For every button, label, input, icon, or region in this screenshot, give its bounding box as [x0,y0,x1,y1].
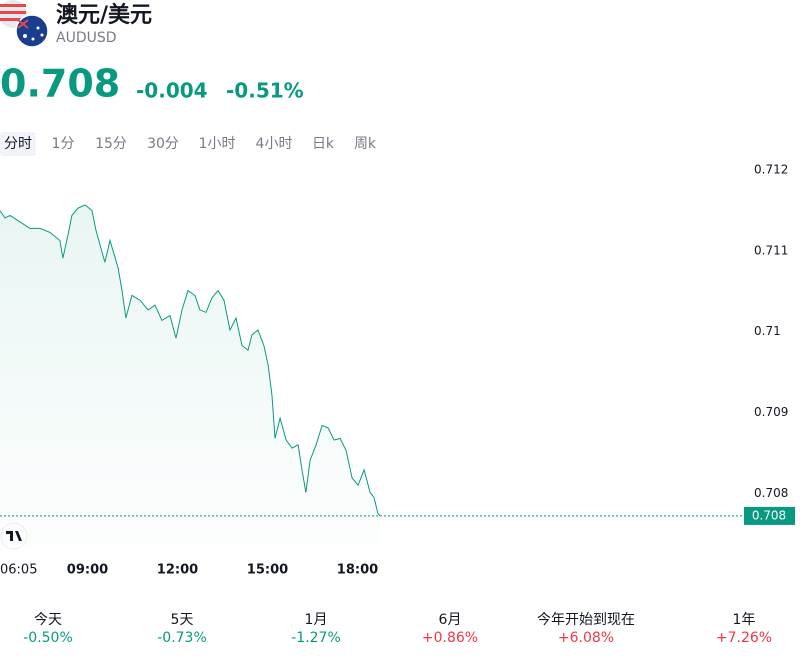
tab[interactable]: 分时 [4,136,32,152]
period-change: +6.08% [558,630,614,646]
y-tick-label: 0.71 [754,324,781,338]
period-change: +7.26% [716,630,772,646]
x-tick-label: 15:00 [247,563,288,578]
x-tick-label: 09:00 [67,563,108,578]
tab[interactable]: 4小时 [256,136,293,152]
tab[interactable]: 15分 [95,136,127,152]
period-label[interactable]: 今天 [34,612,62,628]
tab[interactable]: 1分 [52,136,75,152]
period-change: -1.27% [291,630,341,646]
last-price-badge [744,506,795,525]
period-label[interactable]: 今年开始到现在 [537,612,635,628]
y-tick-label: 0.711 [754,243,788,257]
performance-row: 今天 -0.50% 5天 -0.73% 1月 -1.27% 6月 +0.86% 今年开始到现在 +… [23,612,772,646]
symbol: AUDUSD [56,30,117,46]
period-label[interactable]: 1年 [733,612,756,628]
x-tick-label: 18:00 [337,563,378,578]
period-label[interactable]: 5天 [171,612,194,628]
tab[interactable]: 30分 [147,136,179,152]
currency-icons [0,0,49,48]
period-label[interactable]: 1月 [305,612,328,628]
y-tick-label: 0.708 [754,486,788,500]
price-change: -0.004 [136,79,208,103]
tab-active-bg [0,132,36,156]
tab[interactable]: 周k [354,136,377,152]
chart: 0.712 0.711 0.71 0.709 0.708 06:05 09:00 12:00 1… [0,163,795,578]
period-change: -0.50% [23,630,73,646]
period-change: -0.73% [157,630,207,646]
tabs: 分时 1分 15分 30分 1小时 4小时 日k 周k [0,132,377,156]
y-tick-label: 0.712 [754,163,788,177]
tab[interactable]: 日k [312,136,335,152]
x-tick-label: 12:00 [157,563,198,578]
area [0,204,380,545]
period-change: +0.86% [422,630,478,646]
last-price-label: 0.708 [752,508,786,522]
x-tick-label: 06:05 [0,563,37,578]
period-label[interactable]: 6月 [439,612,462,628]
price: 0.708 [0,62,120,106]
y-tick-label: 0.709 [754,405,788,419]
price-line [0,204,381,517]
tab[interactable]: 1小时 [199,136,236,152]
title: 澳元/美元 [56,2,152,28]
price-change-percent: -0.51% [226,79,304,103]
